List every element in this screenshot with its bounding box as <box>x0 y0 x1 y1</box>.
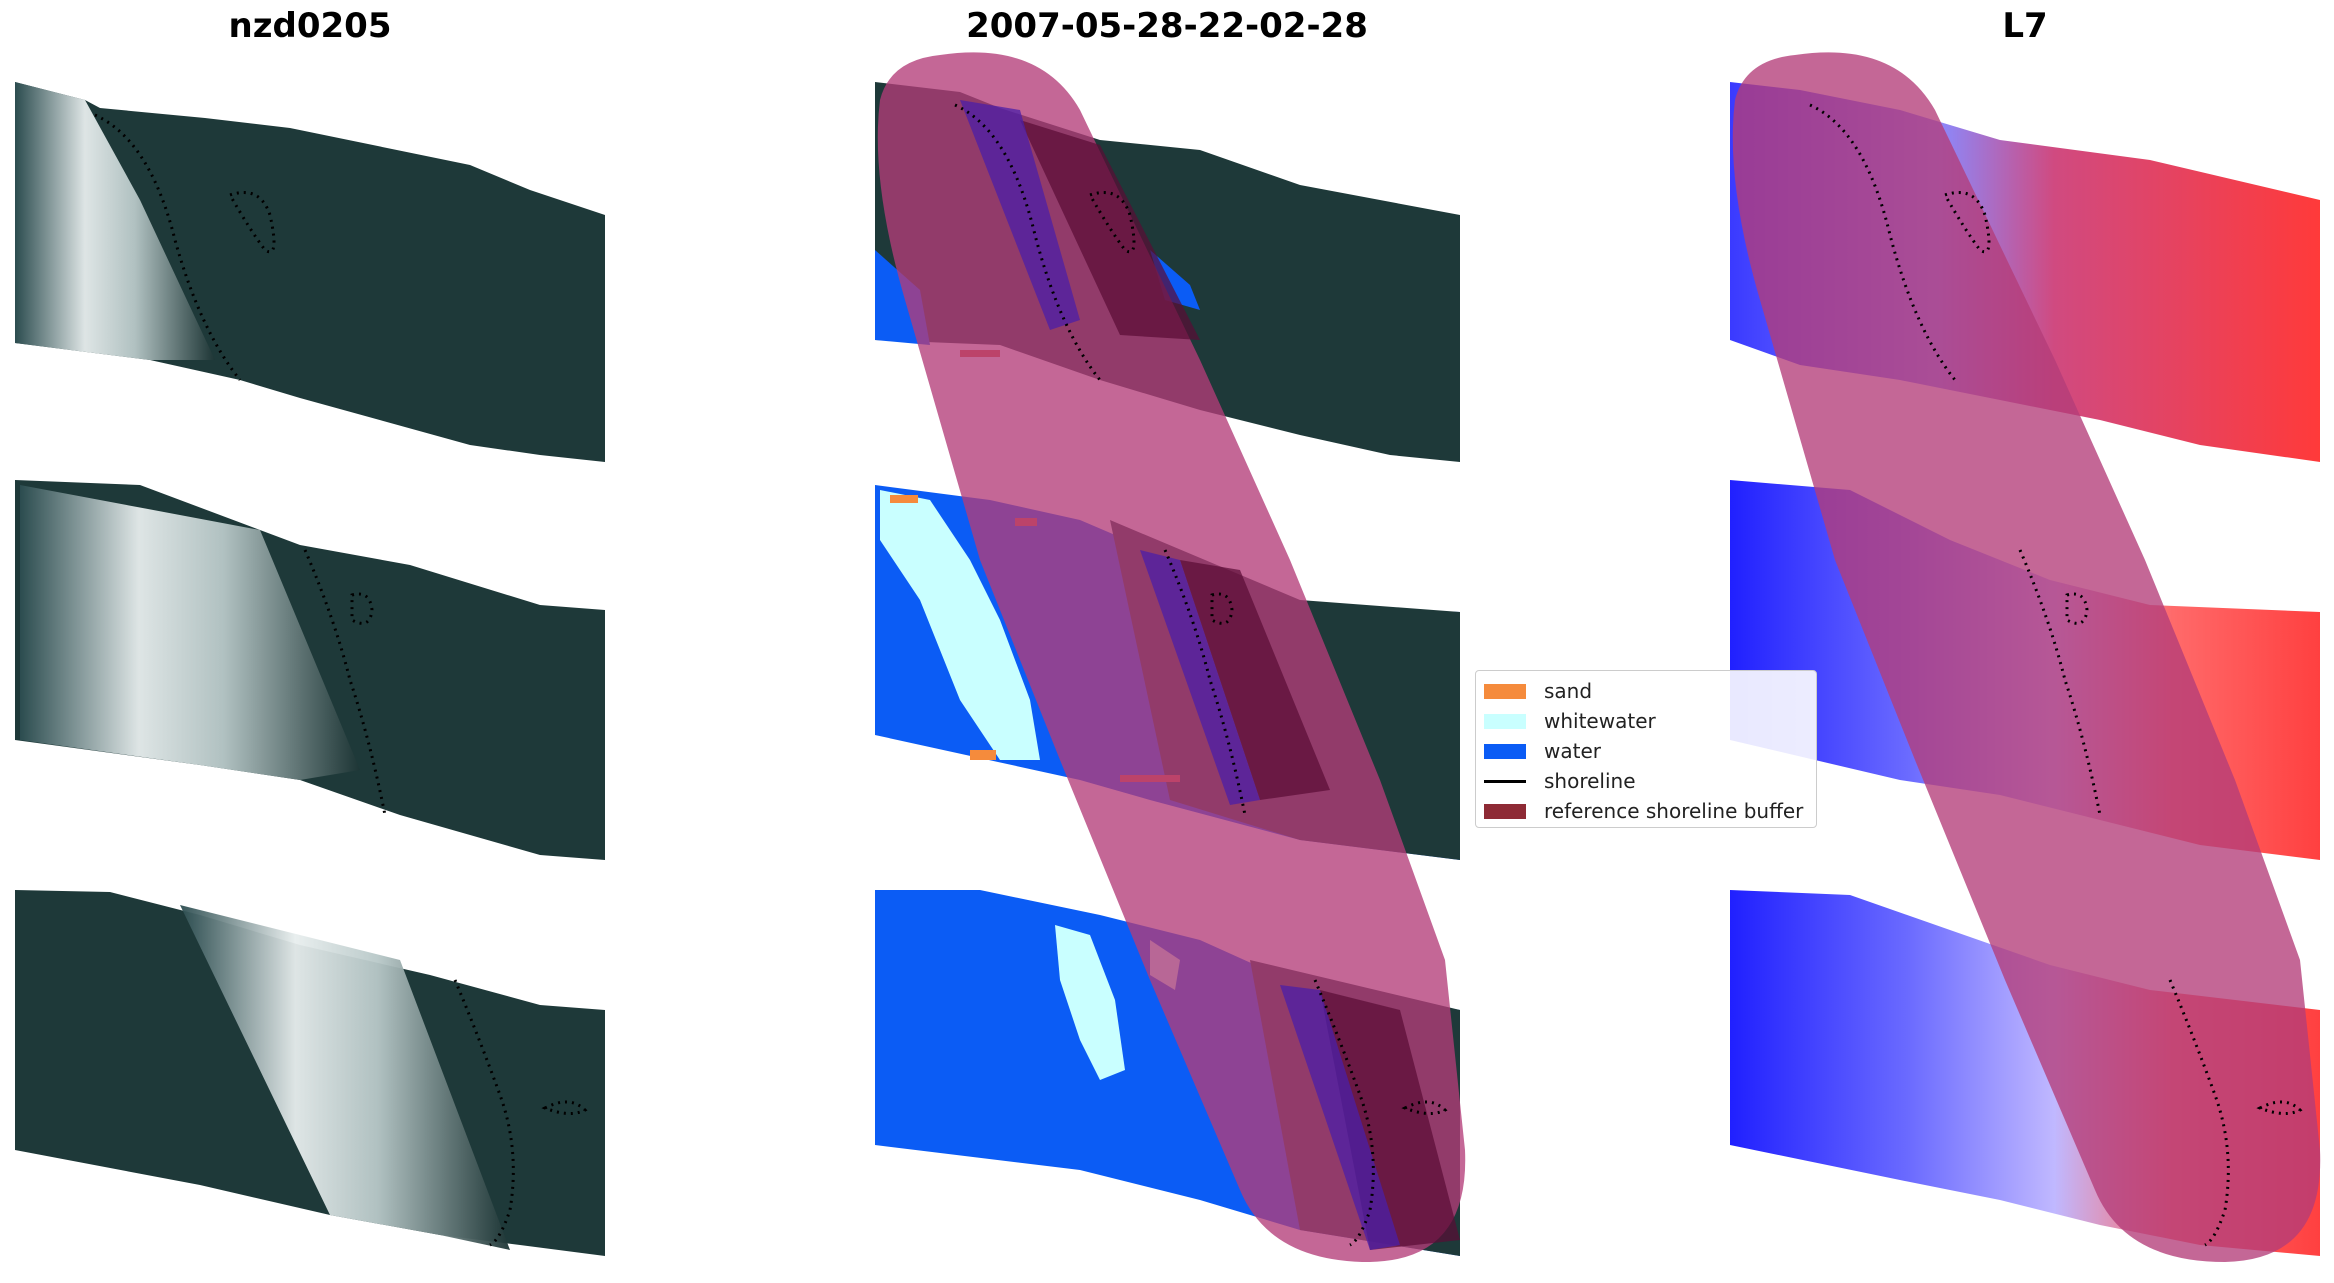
legend-label-whitewater: whitewater <box>1544 709 1656 733</box>
legend-label-water: water <box>1544 739 1601 763</box>
index-shoreline-3 <box>2168 979 2230 1247</box>
rgb-shoreline-lake-3 <box>541 1100 588 1115</box>
index-image <box>1730 52 2321 1263</box>
legend-line-shoreline <box>1484 779 1526 783</box>
class-buffer-dark <box>1020 120 1460 1250</box>
rgb-shoreline <box>94 113 242 381</box>
class-sand-patch <box>890 495 918 503</box>
class-shoreline-lake <box>1087 191 1136 254</box>
panel-title-rgb: nzd0205 <box>228 6 392 46</box>
rgb-shoreline-lake <box>227 191 276 254</box>
class-buffer <box>877 52 1466 1263</box>
rgb-strip-1 <box>15 82 605 462</box>
index-shoreline-lake-2 <box>2065 592 2089 625</box>
rgb-surf-2 <box>20 485 360 780</box>
legend-item-sand: sand <box>1484 676 1808 706</box>
class-water-1b <box>1150 250 1200 310</box>
index-buffer <box>1732 52 2321 1263</box>
legend-swatch-sand <box>1484 683 1526 699</box>
rgb-shoreline-2 <box>303 549 387 816</box>
class-sand-patch <box>970 750 996 760</box>
legend-label-sand: sand <box>1544 679 1593 703</box>
legend-item-buffer: reference shoreline buffer <box>1484 796 1808 826</box>
legend-swatch-whitewater <box>1484 713 1526 729</box>
class-whitewater-2 <box>880 490 1040 760</box>
classified-image <box>875 52 1466 1263</box>
rgb-surf-1 <box>15 82 215 360</box>
legend-swatch-water <box>1484 743 1526 759</box>
class-shoreline-lake-2 <box>1210 592 1234 625</box>
index-shoreline-lake-3 <box>2256 1100 2303 1115</box>
class-shoreline-3 <box>1313 979 1375 1247</box>
class-shoreline-2 <box>1163 549 1247 816</box>
rgb-surf-3 <box>180 905 510 1250</box>
legend: sand whitewater water shoreline referenc… <box>1475 670 1817 828</box>
rgb-image <box>15 82 605 1256</box>
class-whitewater-3 <box>1055 925 1125 1080</box>
rgb-shoreline-3 <box>453 979 515 1247</box>
panel-title-classified: 2007-05-28-22-02-28 <box>966 6 1368 46</box>
legend-item-whitewater: whitewater <box>1484 706 1808 736</box>
legend-item-water: water <box>1484 736 1808 766</box>
class-shoreline-lake-3 <box>1401 1100 1448 1115</box>
legend-item-shoreline: shoreline <box>1484 766 1808 796</box>
class-buffer-purple <box>960 100 1400 1250</box>
index-shoreline-2 <box>2018 549 2102 816</box>
rgb-shoreline-lake-2 <box>350 592 374 625</box>
panel-title-index: L7 <box>2002 6 2048 46</box>
legend-swatch-buffer <box>1484 803 1526 819</box>
legend-label-buffer: reference shoreline buffer <box>1544 799 1804 823</box>
legend-label-shoreline: shoreline <box>1544 769 1636 793</box>
index-shoreline-lake <box>1942 191 1991 254</box>
